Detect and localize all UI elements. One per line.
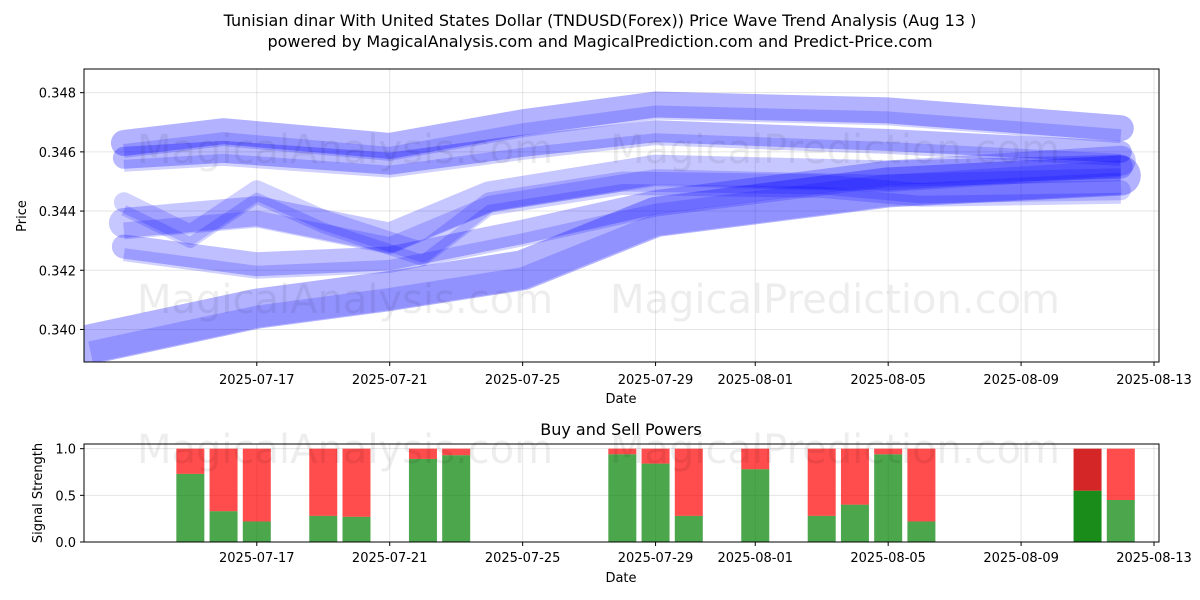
sell-bar (674, 448, 703, 516)
sell-bar (1073, 448, 1102, 491)
buy-sell-title: Buy and Sell Powers (540, 420, 702, 439)
signal-x-tick-label: 2025-07-21 (352, 551, 428, 566)
watermark-prediction-top: MagicalPrediction.com (610, 127, 1060, 173)
price-wave-echo-3 (123, 168, 1121, 279)
buy-bar (242, 521, 271, 542)
sell-bar (242, 448, 271, 522)
buy-bar (442, 455, 471, 542)
price-y-tick-label: 0.344 (39, 205, 76, 220)
price-x-tick-label: 2025-07-29 (618, 373, 694, 388)
sell-bar (608, 448, 637, 455)
sell-bar (1106, 448, 1135, 500)
watermark-analysis-mid: MagicalAnalysis.com (137, 277, 553, 323)
buy-bar (907, 521, 936, 542)
buy-bar (342, 516, 371, 542)
price-x-ticks: 2025-07-17 2025-07-21 2025-07-25 2025-07-29… (219, 362, 1192, 388)
price-wave-echo-1 (123, 133, 1122, 178)
sell-bar (442, 448, 471, 456)
signal-x-tick-label: 2025-07-29 (618, 551, 694, 566)
price-x-tick-label: 2025-07-25 (485, 373, 561, 388)
sell-bar (907, 448, 936, 522)
sell-bar (641, 448, 670, 464)
signal-x-tick-label: 2025-07-17 (219, 551, 295, 566)
price-wave-echo-4 (88, 172, 1122, 362)
watermark-prediction-mid: MagicalPrediction.com (610, 277, 1060, 323)
sell-bar (342, 448, 371, 517)
buy-bar (807, 515, 836, 542)
signal-y-tick-label: 0.0 (55, 536, 76, 551)
price-plot-frame (83, 68, 1160, 363)
watermark-analysis-top: MagicalAnalysis.com (137, 127, 553, 173)
price-y-tick-label: 0.346 (39, 146, 76, 161)
price-y-tick-label: 0.348 (39, 87, 76, 102)
price-wave-echo-2 (123, 160, 1122, 255)
buy-bar (209, 511, 238, 542)
price-wave-0 (110, 91, 1134, 159)
buy-sell-chart: Buy and Sell Powers MagicalAnalysis.com … (31, 420, 1192, 586)
signal-y-ticks: 0.0 0.5 1.0 (55, 443, 84, 551)
price-wave-1 (112, 120, 1132, 175)
sell-bar (874, 448, 903, 455)
signal-x-tick-label: 2025-08-09 (983, 551, 1059, 566)
price-x-axis-label: Date (605, 392, 636, 407)
price-y-axis-label: Price (15, 200, 30, 232)
signal-x-tick-label: 2025-08-05 (850, 551, 926, 566)
signal-y-tick-label: 0.5 (55, 489, 76, 504)
buy-bar (674, 515, 703, 542)
buy-bar (741, 469, 770, 542)
price-x-tick-label: 2025-07-17 (219, 373, 295, 388)
price-x-tick-label: 2025-08-13 (1116, 373, 1192, 388)
buy-bar (1073, 490, 1102, 542)
price-x-tick-label: 2025-08-05 (850, 373, 926, 388)
signal-x-tick-label: 2025-08-01 (717, 551, 793, 566)
buy-bar (309, 515, 338, 542)
signal-plot-frame (83, 443, 1160, 543)
sell-bar (840, 448, 869, 505)
sell-bar (176, 448, 205, 474)
chart-title-line1: Tunisian dinar With United States Dollar… (223, 11, 977, 30)
watermark-analysis-bottom: MagicalAnalysis.com (137, 427, 553, 473)
price-y-ticks: 0.340 0.342 0.344 0.346 0.348 (39, 87, 84, 338)
signal-y-tick-label: 1.0 (55, 443, 76, 458)
price-wave-5 (113, 171, 1131, 263)
price-wave-4 (84, 155, 1141, 362)
signal-bars (176, 448, 1135, 542)
buy-bar (641, 463, 670, 542)
buy-bar (608, 454, 637, 542)
price-grid (84, 69, 1159, 362)
watermark-prediction-bottom: MagicalPrediction.com (610, 427, 1060, 473)
price-x-tick-label: 2025-07-21 (352, 373, 428, 388)
signal-x-axis-label: Date (605, 571, 636, 586)
price-wave-echo-5 (121, 184, 1121, 266)
price-wave-chart: MagicalAnalysis.com MagicalPrediction.co… (15, 68, 1192, 407)
sell-bar (309, 448, 338, 516)
buy-bar (840, 504, 869, 542)
price-wave-2 (108, 145, 1136, 253)
price-wave-3 (111, 154, 1133, 277)
price-x-tick-label: 2025-08-01 (717, 373, 793, 388)
signal-x-tick-label: 2025-08-13 (1116, 551, 1192, 566)
signal-y-axis-label: Signal Strength (31, 443, 46, 543)
price-wave-echo-0 (123, 105, 1122, 161)
sell-bar (408, 448, 437, 459)
buy-bar (176, 473, 205, 542)
buy-bar (408, 458, 437, 542)
buy-bar (874, 454, 903, 542)
chart-title-line2: powered by MagicalAnalysis.com and Magic… (267, 32, 932, 51)
signal-x-ticks: 2025-07-17 2025-07-21 2025-07-25 2025-07-29… (219, 542, 1192, 566)
signal-x-tick-label: 2025-07-25 (485, 551, 561, 566)
buy-bar (1106, 500, 1135, 542)
price-y-tick-label: 0.340 (39, 323, 76, 338)
price-plot-background (84, 69, 1159, 362)
price-x-tick-label: 2025-08-09 (983, 373, 1059, 388)
sell-bar (807, 448, 836, 516)
sell-bar (741, 448, 770, 470)
sell-bar (209, 448, 238, 512)
price-waves (84, 91, 1141, 362)
price-y-tick-label: 0.342 (39, 264, 76, 279)
